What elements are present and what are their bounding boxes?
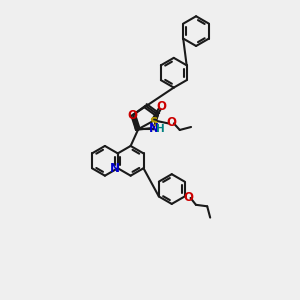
Text: H: H xyxy=(156,124,164,134)
Text: O: O xyxy=(183,191,193,205)
Text: O: O xyxy=(156,100,166,113)
Text: O: O xyxy=(167,116,176,129)
Text: N: N xyxy=(110,162,120,175)
Text: N: N xyxy=(149,122,159,135)
Text: O: O xyxy=(128,110,138,122)
Text: S: S xyxy=(149,116,158,129)
